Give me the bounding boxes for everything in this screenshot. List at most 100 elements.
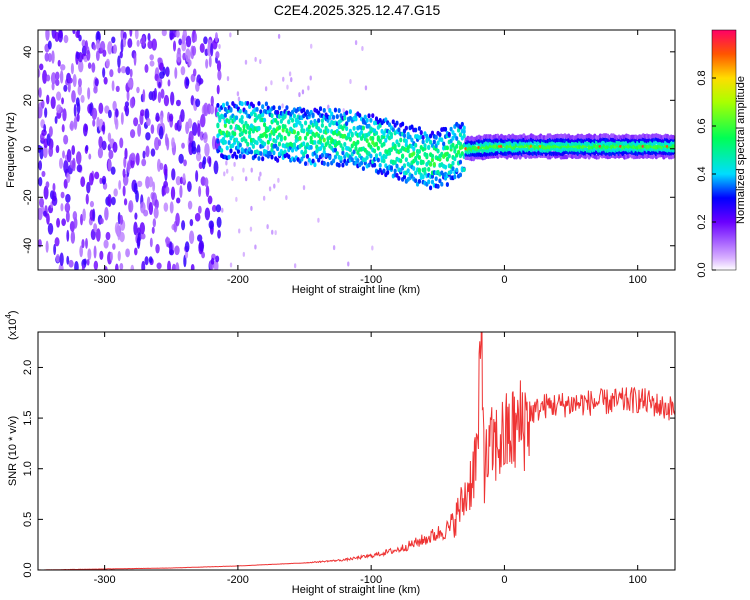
spectrogram-cell: [168, 113, 174, 122]
spectrogram-cell: [145, 145, 150, 158]
spectrogram-cell: [395, 120, 399, 126]
spectrogram-cell: [283, 135, 287, 141]
spectrogram-cell: [139, 222, 145, 235]
spectrogram-cell: [417, 167, 422, 173]
spectrogram-cell: [122, 168, 126, 178]
spectrogram-cell: [417, 179, 422, 184]
spectrogram-cell: [341, 162, 345, 168]
spectrogram-cell: [126, 89, 130, 102]
spectrogram-cell: [255, 140, 259, 146]
spectrogram-cell: [69, 120, 75, 132]
spectrogram-cell: [328, 108, 332, 113]
spectrogram-cell: [259, 151, 263, 156]
spectrogram-cell: [41, 99, 45, 109]
spectrogram-cell: [227, 132, 231, 138]
spectrogram-cell: [75, 31, 80, 39]
spectrogram-cell: [119, 137, 124, 149]
spectrogram-cell: [65, 210, 70, 223]
spectrogram-cell: [113, 188, 118, 197]
spectrogram-cell: [242, 123, 246, 129]
spectrogram-cell: [292, 142, 296, 148]
spectrogram-cell: [103, 239, 109, 249]
spectrogram-cell: [300, 156, 304, 162]
spectrogram-cell: [254, 56, 257, 62]
spectrogram-cell: [253, 112, 257, 118]
spectrogram-cell: [95, 39, 101, 51]
spectrogram-cell: [80, 176, 86, 188]
spectrogram-y-axis-title: Frequency (Hz): [5, 112, 17, 188]
spectrogram-cell: [231, 176, 234, 182]
spectrogram-cell: [374, 141, 379, 147]
spectrogram-cell: [374, 116, 379, 122]
spectrogram-cell: [211, 204, 217, 212]
spectrogram-cell: [216, 111, 220, 117]
spectrogram-cell: [45, 181, 50, 189]
spectrogram-cell: [292, 129, 296, 135]
spectrogram-cell: [382, 168, 386, 174]
spectrogram-cell: [268, 125, 272, 130]
spectrogram-cell: [39, 146, 44, 160]
y-tick-label: 0: [22, 146, 34, 152]
spectrogram-cell: [455, 136, 459, 141]
spectrogram-cell: [211, 135, 216, 150]
spectrogram-cell: [359, 160, 364, 166]
y-tick-label: 20: [22, 94, 34, 106]
spectrogram-cell: [59, 252, 64, 266]
spectrogram-cell: [143, 209, 149, 217]
spectrogram-cell: [208, 55, 212, 68]
spectrogram-cell: [158, 126, 164, 140]
spectrogram-cell: [445, 156, 449, 162]
spectrogram-cell: [215, 51, 220, 59]
spectrogram-cell: [408, 134, 412, 140]
spectrogram-cell: [261, 104, 265, 110]
spectrogram-cell: [281, 103, 284, 109]
spectrogram-cell: [112, 100, 117, 112]
spectrogram-cell: [86, 258, 90, 266]
spectrogram-cell: [167, 260, 172, 270]
spectrogram-cell: [421, 134, 425, 140]
spectrogram-cell: [157, 91, 162, 104]
spectrogram-cell: [233, 151, 237, 157]
spectrogram-cell: [204, 177, 209, 188]
spectrogram-cell: [58, 30, 63, 39]
spectrogram-cell: [141, 35, 146, 47]
spectrogram-cell: [175, 175, 181, 186]
spectrogram-cell: [414, 178, 418, 184]
spectrogram-cell: [309, 135, 313, 141]
spectrogram-cell: [425, 152, 429, 158]
spectrogram-cell: [102, 67, 106, 78]
spectrogram-cell: [189, 218, 194, 227]
spectrogram-cell: [153, 207, 159, 219]
spectrogram-cell: [129, 97, 135, 109]
spectrogram-cell: [129, 30, 133, 37]
spectrogram-cell: [249, 149, 254, 155]
spectrogram-cell: [41, 170, 46, 177]
spectrogram-cell: [68, 259, 74, 268]
spectrogram-cell: [462, 133, 466, 139]
spectrogram-cell: [458, 159, 463, 165]
spectrogram-cell: [54, 237, 60, 247]
spectrogram-cell: [55, 79, 60, 86]
spectrogram-cell: [46, 213, 50, 225]
spectrogram-cell: [118, 180, 122, 190]
spectrogram-cell: [346, 132, 351, 138]
spectrogram-cell: [176, 197, 181, 204]
spectrogram-cell: [378, 139, 382, 144]
spectrogram-cell: [322, 145, 326, 151]
spectrogram-cell: [310, 43, 313, 49]
spectrogram-cell: [264, 101, 269, 107]
spectrogram-cell: [105, 231, 111, 241]
spectrogram-cell: [462, 129, 466, 134]
spectrogram-cell: [345, 121, 349, 127]
spectrogram-cell: [55, 145, 60, 154]
spectrogram-cell: [46, 94, 50, 105]
spectrogram-cell: [204, 142, 210, 157]
spectrogram-cell: [285, 128, 289, 133]
spectrogram-cell: [374, 153, 379, 159]
spectrogram-cell: [115, 263, 119, 270]
spectrogram-cell: [187, 200, 193, 210]
spectrogram-cell: [63, 134, 69, 145]
spectrogram-cell: [99, 177, 103, 185]
snr-frame: [37, 331, 676, 571]
spectrogram-cell: [451, 166, 455, 171]
